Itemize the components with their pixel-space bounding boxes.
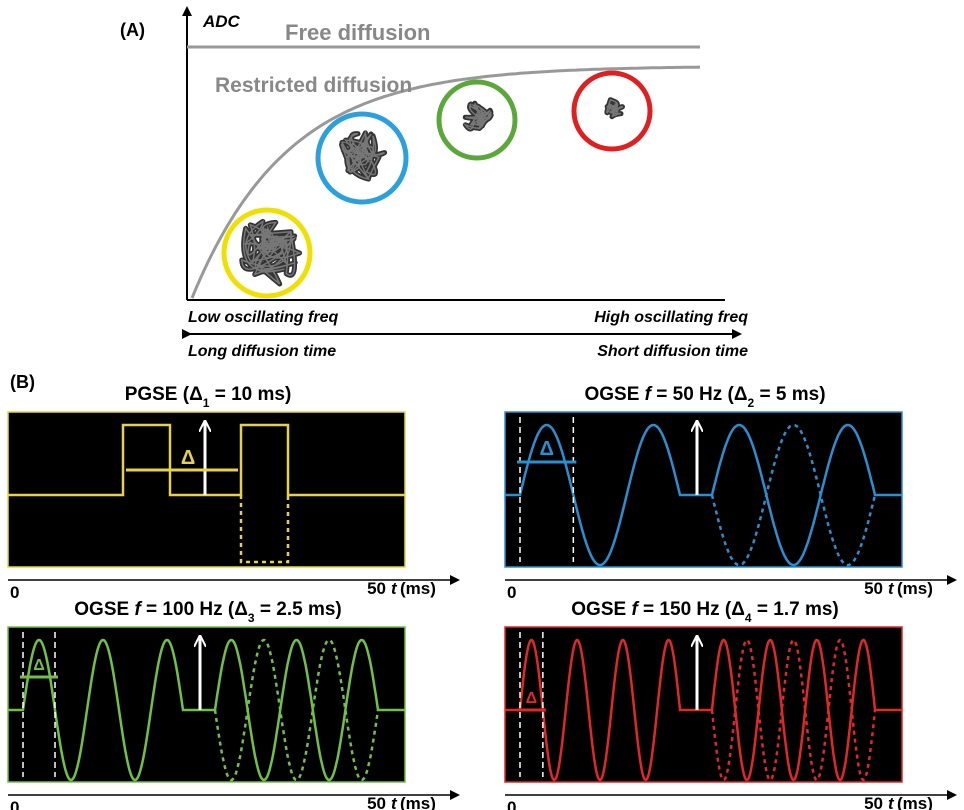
time-symbol: t — [391, 794, 398, 810]
time-start: 0 — [10, 798, 19, 810]
delta-label: Δ — [33, 657, 45, 674]
delta-label: Δ — [181, 447, 195, 469]
time-symbol: t — [888, 579, 895, 598]
molecule-highlight — [241, 219, 302, 285]
molecule-highlight — [463, 102, 493, 130]
time-unit: (ms) — [897, 579, 933, 598]
gradient-inverted — [239, 495, 290, 564]
title-part: 1 — [203, 396, 210, 410]
plot-title: PGSE (Δ1 = 10 ms) — [125, 384, 292, 410]
axis-note: Short diffusion time — [597, 343, 748, 360]
panel-label: (A) — [120, 20, 145, 40]
molecule-highlight — [606, 98, 624, 118]
time-start: 0 — [10, 583, 19, 602]
delta-label: Δ — [539, 438, 553, 460]
molecule-highlight — [340, 130, 386, 181]
time-unit: (ms) — [897, 794, 933, 810]
restricted-label: Restricted diffusion — [215, 74, 412, 97]
time-start: 0 — [507, 583, 516, 602]
title-part: PGSE (Δ — [125, 384, 203, 405]
plot-title: OGSE f = 150 Hz (Δ4 = 1.7 ms) — [571, 599, 838, 625]
axis-note: Low oscillating freq — [188, 309, 338, 326]
axis-note: Long diffusion time — [188, 343, 336, 360]
title-part: 3 — [248, 611, 255, 625]
gradient-inverted — [213, 638, 380, 782]
gradient-inverted — [710, 638, 877, 782]
title-part: 4 — [745, 611, 752, 625]
time-unit: (ms) — [400, 579, 436, 598]
title-part: = 1.7 ms) — [752, 599, 839, 620]
plot-bg — [504, 626, 903, 783]
time-end: 50 — [367, 794, 386, 810]
time-unit: (ms) — [400, 794, 436, 810]
plot-bg — [504, 411, 903, 568]
title-part: OGSE — [571, 599, 631, 620]
title-part: = 10 ms) — [209, 384, 291, 405]
axis-note: High oscillating freq — [594, 309, 748, 326]
time-end: 50 — [864, 579, 883, 598]
title-part: 2 — [748, 396, 755, 410]
time-symbol: t — [888, 794, 895, 810]
free-label: Free diffusion — [285, 20, 430, 45]
title-part: = 150 Hz (Δ — [638, 599, 745, 620]
time-end: 50 — [367, 579, 386, 598]
title-part: OGSE — [584, 384, 644, 405]
plot-title: OGSE f = 50 Hz (Δ2 = 5 ms) — [584, 384, 825, 410]
title-part: f — [134, 599, 142, 620]
delta-label: Δ — [526, 690, 538, 707]
y-axis-label: ADC — [202, 12, 241, 31]
title-part: = 2.5 ms) — [255, 599, 342, 620]
gradient-inverted — [710, 423, 877, 567]
title-part: = 50 Hz (Δ — [651, 384, 748, 405]
title-part: = 5 ms) — [754, 384, 825, 405]
time-start: 0 — [507, 798, 516, 810]
title-part: f — [645, 384, 653, 405]
panel-label: (B) — [10, 372, 35, 392]
title-part: OGSE — [74, 599, 134, 620]
title-part: = 100 Hz (Δ — [141, 599, 248, 620]
title-part: f — [631, 599, 639, 620]
restricted-curve — [190, 65, 701, 299]
time-end: 50 — [864, 794, 883, 810]
time-symbol: t — [391, 579, 398, 598]
plot-title: OGSE f = 100 Hz (Δ3 = 2.5 ms) — [74, 599, 341, 625]
